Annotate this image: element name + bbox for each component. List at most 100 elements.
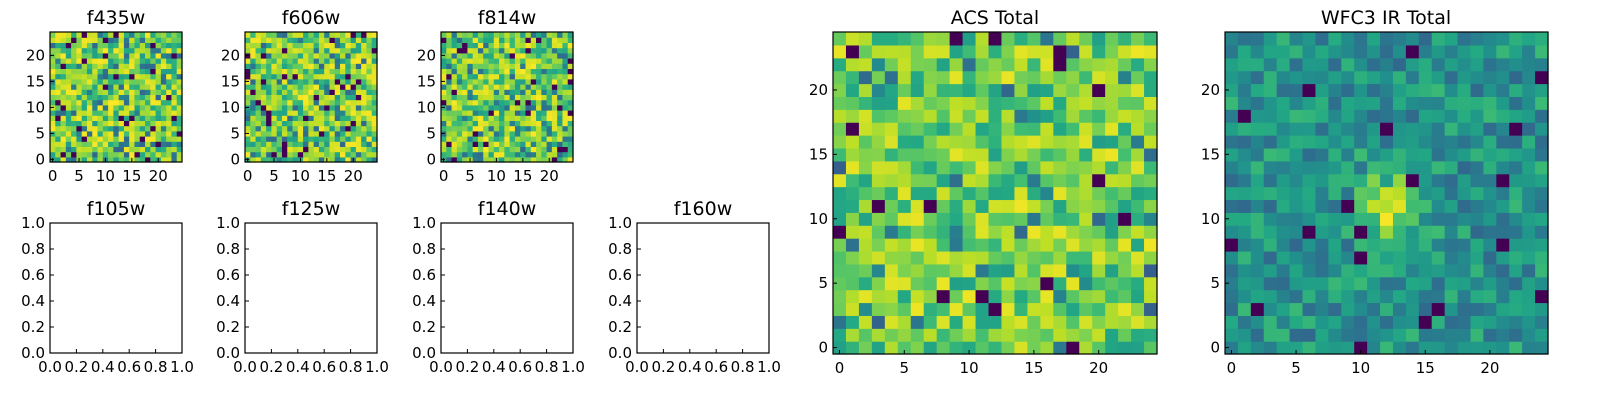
heatmap-cell	[477, 32, 484, 38]
heatmap-cell	[451, 94, 458, 101]
heatmap-cell	[260, 58, 267, 64]
heatmap-cell	[1496, 147, 1510, 162]
heatmap-cell	[345, 151, 352, 158]
heatmap-cell	[1144, 328, 1158, 342]
heatmap-cell	[884, 186, 899, 201]
heatmap-cell	[1105, 315, 1119, 329]
heatmap-cell	[1144, 70, 1158, 85]
heatmap-cell	[371, 104, 378, 111]
heatmap-cell	[86, 42, 93, 49]
heatmap-cell	[1392, 147, 1407, 162]
heatmap-cells-acs-total	[833, 32, 1158, 355]
heatmap-cell	[871, 135, 886, 149]
heatmap-cell	[833, 263, 847, 278]
heatmap-cell	[361, 104, 368, 111]
heatmap-cell	[441, 146, 447, 153]
heatmap-cell	[81, 47, 88, 54]
heatmap-cell	[118, 89, 125, 95]
heatmap-cell	[541, 115, 548, 121]
heatmap-cell	[171, 125, 178, 132]
y-tick-label: 1.0	[216, 214, 240, 232]
heatmap-cell	[303, 78, 309, 85]
heatmap-cell	[441, 89, 447, 95]
heatmap-cell	[71, 84, 77, 90]
heatmap-cell	[71, 47, 77, 54]
heatmap-cell	[329, 99, 336, 106]
heatmap-cell	[92, 73, 99, 80]
y-tick-label: 10	[417, 98, 436, 116]
heatmap-cell	[297, 63, 304, 69]
heatmap-cell	[271, 141, 278, 147]
heatmap-cell	[988, 302, 1003, 316]
heatmap-cell	[108, 58, 114, 64]
heatmap-cell	[1079, 186, 1093, 201]
heatmap-cell	[1328, 160, 1342, 175]
heatmap-cell	[1431, 225, 1446, 239]
heatmap-cell	[1457, 212, 1472, 226]
heatmap-cell	[949, 250, 964, 265]
heatmap-cell	[551, 146, 558, 153]
heatmap-cell	[441, 151, 447, 158]
heatmap-cell	[371, 136, 378, 142]
heatmap-cell	[303, 94, 309, 101]
heatmap-cell	[493, 73, 500, 80]
heatmap-cell	[504, 84, 511, 90]
heatmap-cell	[50, 125, 56, 132]
heatmap-cell	[546, 94, 553, 101]
heatmap-cell	[1289, 263, 1304, 278]
heatmap-cell	[1053, 199, 1067, 213]
heatmap-cell	[355, 42, 362, 49]
heatmap-cell	[1457, 173, 1472, 188]
heatmap-cell	[1380, 225, 1394, 239]
heatmap-cell	[509, 42, 516, 49]
heatmap-cell	[1276, 263, 1291, 278]
heatmap-cell	[134, 94, 141, 101]
heatmap-cell	[76, 136, 83, 142]
heatmap-cell	[350, 110, 357, 116]
heatmap-cell	[324, 104, 331, 111]
heatmap-cell	[355, 63, 362, 69]
heatmap-cell	[361, 58, 368, 64]
heatmap-cell	[155, 146, 162, 153]
heatmap-cell	[308, 136, 315, 142]
heatmap-cell	[308, 58, 315, 64]
heatmap-cell	[245, 32, 251, 38]
heatmap-cell	[371, 58, 378, 64]
heatmap-cell	[1027, 32, 1041, 46]
heatmap-cell	[123, 104, 130, 111]
heatmap-cell	[318, 32, 325, 38]
heatmap-cell	[509, 32, 516, 38]
heatmap-cell	[462, 110, 468, 116]
heatmap-cell	[150, 115, 157, 121]
heatmap-cell	[541, 146, 548, 153]
heatmap-cell	[150, 136, 157, 142]
heatmap-cell	[1418, 135, 1433, 149]
heatmap-cell	[557, 104, 564, 111]
heatmap-cell	[160, 141, 167, 147]
heatmap-cell	[303, 104, 309, 111]
heatmap-cell	[1392, 186, 1407, 201]
heatmap-cell	[499, 115, 505, 121]
heatmap-cell	[287, 110, 294, 116]
heatmap-cell	[546, 37, 553, 43]
heatmap-cell	[123, 47, 130, 54]
heatmap-cell	[1118, 57, 1132, 72]
heatmap-cell	[65, 141, 72, 147]
heatmap-cell	[81, 110, 88, 116]
heatmap-cell	[166, 58, 173, 64]
heatmap-cell	[76, 151, 83, 158]
heatmap-cell	[1105, 70, 1119, 85]
heatmap-cell	[483, 37, 490, 43]
heatmap-cell	[145, 115, 151, 121]
heatmap-cell	[525, 63, 532, 69]
heatmap-cell	[134, 104, 141, 111]
heatmap-cell	[467, 141, 474, 147]
heatmap-cell	[113, 136, 120, 142]
x-tick-label: 20	[1089, 359, 1108, 377]
heatmap-cell	[1457, 328, 1472, 342]
heatmap-cell	[1496, 96, 1510, 110]
heatmap-cell	[962, 328, 977, 342]
heatmap-cell	[1315, 225, 1329, 239]
heatmap-cell	[504, 37, 511, 43]
